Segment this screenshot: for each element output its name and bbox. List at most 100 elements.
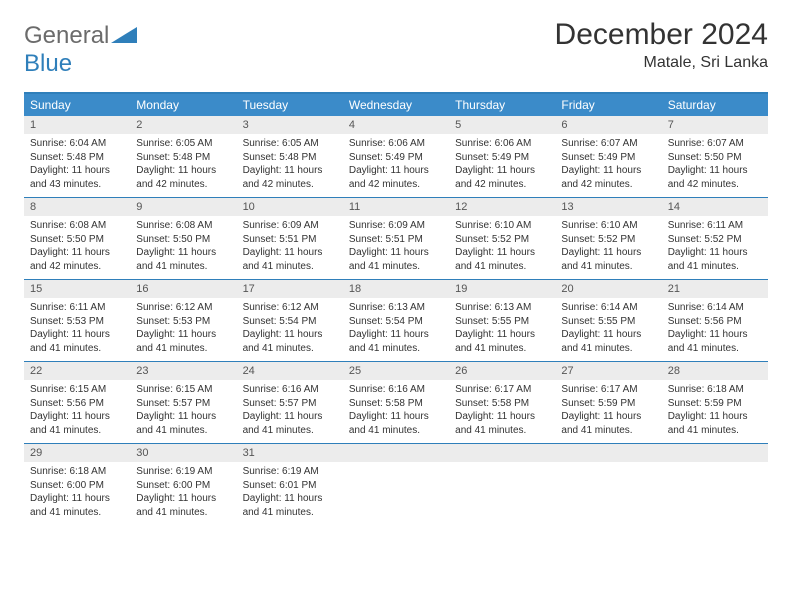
sunrise-line: Sunrise: 6:14 AM — [561, 301, 655, 315]
sunrise-line: Sunrise: 6:11 AM — [668, 219, 762, 233]
day-cell: 27Sunrise: 6:17 AMSunset: 5:59 PMDayligh… — [555, 362, 661, 443]
calendar: SundayMondayTuesdayWednesdayThursdayFrid… — [24, 92, 768, 525]
sunrise-line: Sunrise: 6:15 AM — [30, 383, 124, 397]
daylight-line: Daylight: 11 hours and 41 minutes. — [30, 492, 124, 519]
daylight-line: Daylight: 11 hours and 41 minutes. — [668, 328, 762, 355]
daylight-line: Daylight: 11 hours and 41 minutes. — [136, 492, 230, 519]
sunset-line: Sunset: 5:49 PM — [561, 151, 655, 165]
day-number: 3 — [237, 116, 343, 134]
daylight-line: Daylight: 11 hours and 41 minutes. — [349, 328, 443, 355]
day-number: 19 — [449, 280, 555, 298]
day-details: Sunrise: 6:17 AMSunset: 5:59 PMDaylight:… — [555, 380, 661, 437]
day-cell: 14Sunrise: 6:11 AMSunset: 5:52 PMDayligh… — [662, 198, 768, 279]
day-number — [555, 444, 661, 462]
daylight-line: Daylight: 11 hours and 41 minutes. — [243, 328, 337, 355]
sunrise-line: Sunrise: 6:17 AM — [455, 383, 549, 397]
week-row: 1Sunrise: 6:04 AMSunset: 5:48 PMDaylight… — [24, 116, 768, 198]
sunset-line: Sunset: 5:58 PM — [349, 397, 443, 411]
week-row: 8Sunrise: 6:08 AMSunset: 5:50 PMDaylight… — [24, 198, 768, 280]
logo-text-1: General — [24, 22, 109, 49]
week-row: 22Sunrise: 6:15 AMSunset: 5:56 PMDayligh… — [24, 362, 768, 444]
weekday-label: Tuesday — [237, 94, 343, 116]
month-title: December 2024 — [555, 18, 768, 52]
logo-triangle-icon — [111, 27, 137, 43]
day-cell: 5Sunrise: 6:06 AMSunset: 5:49 PMDaylight… — [449, 116, 555, 197]
day-cell: 30 Sunrise: 6:19 AMSunset: 6:00 PMDayligh… — [130, 444, 236, 525]
day-cell: 20Sunrise: 6:14 AMSunset: 5:55 PMDayligh… — [555, 280, 661, 361]
day-number: 20 — [555, 280, 661, 298]
daylight-line: Daylight: 11 hours and 41 minutes. — [243, 246, 337, 273]
day-number: 26 — [449, 362, 555, 380]
day-number: 23 — [130, 362, 236, 380]
sunset-line: Sunset: 5:50 PM — [668, 151, 762, 165]
daylight-line: Daylight: 11 hours and 41 minutes. — [349, 246, 443, 273]
logo-text-2: Blue — [24, 50, 72, 77]
day-number: 7 — [662, 116, 768, 134]
day-cell: 13Sunrise: 6:10 AMSunset: 5:52 PMDayligh… — [555, 198, 661, 279]
header: General Blue December 2024 Matale, Sri L… — [24, 18, 768, 78]
day-cell: 9Sunrise: 6:08 AMSunset: 5:50 PMDaylight… — [130, 198, 236, 279]
day-number: 4 — [343, 116, 449, 134]
sunrise-line: Sunrise: 6:14 AM — [668, 301, 762, 315]
day-cell: 28Sunrise: 6:18 AMSunset: 5:59 PMDayligh… — [662, 362, 768, 443]
title-block: December 2024 Matale, Sri Lanka — [555, 18, 768, 72]
day-cell: 10Sunrise: 6:09 AMSunset: 5:51 PMDayligh… — [237, 198, 343, 279]
day-cell: 25Sunrise: 6:16 AMSunset: 5:58 PMDayligh… — [343, 362, 449, 443]
day-details: Sunrise: 6:10 AMSunset: 5:52 PMDaylight:… — [555, 216, 661, 273]
sunset-line: Sunset: 5:53 PM — [30, 315, 124, 329]
sunset-line: Sunset: 5:52 PM — [668, 233, 762, 247]
day-details: Sunrise: 6:07 AMSunset: 5:50 PMDaylight:… — [662, 134, 768, 191]
sunrise-line: Sunrise: 6:11 AM — [30, 301, 124, 315]
day-number: 10 — [237, 198, 343, 216]
day-details: Sunrise: 6:05 AMSunset: 5:48 PMDaylight:… — [237, 134, 343, 191]
day-cell: 15Sunrise: 6:11 AMSunset: 5:53 PMDayligh… — [24, 280, 130, 361]
day-details: Sunrise: 6:10 AMSunset: 5:52 PMDaylight:… — [449, 216, 555, 273]
day-cell — [449, 444, 555, 525]
day-number: 21 — [662, 280, 768, 298]
sunset-line: Sunset: 5:56 PM — [30, 397, 124, 411]
sunset-line: Sunset: 5:59 PM — [668, 397, 762, 411]
day-details: Sunrise: 6:18 AMSunset: 6:00 PMDaylight:… — [24, 462, 130, 519]
sunset-line: Sunset: 5:52 PM — [561, 233, 655, 247]
day-cell: 17Sunrise: 6:12 AMSunset: 5:54 PMDayligh… — [237, 280, 343, 361]
day-number: 25 — [343, 362, 449, 380]
sunrise-line: Sunrise: 6:12 AM — [243, 301, 337, 315]
day-number: 1 — [24, 116, 130, 134]
day-cell: 22Sunrise: 6:15 AMSunset: 5:56 PMDayligh… — [24, 362, 130, 443]
sunrise-line: Sunrise: 6:17 AM — [561, 383, 655, 397]
day-cell: 21Sunrise: 6:14 AMSunset: 5:56 PMDayligh… — [662, 280, 768, 361]
sunrise-line: Sunrise: 6:06 AM — [349, 137, 443, 151]
day-number: 31 — [237, 444, 343, 462]
sunrise-line: Sunrise: 6:09 AM — [243, 219, 337, 233]
daylight-line: Daylight: 11 hours and 41 minutes. — [455, 246, 549, 273]
logo-text: General Blue — [24, 22, 137, 78]
sunrise-line: Sunrise: 6:19 AM — [136, 465, 230, 479]
sunrise-line: Sunrise: 6:18 AM — [30, 465, 124, 479]
daylight-line: Daylight: 11 hours and 41 minutes. — [136, 246, 230, 273]
daylight-line: Daylight: 11 hours and 42 minutes. — [668, 164, 762, 191]
sunset-line: Sunset: 5:58 PM — [455, 397, 549, 411]
sunset-line: Sunset: 5:54 PM — [349, 315, 443, 329]
day-number: 14 — [662, 198, 768, 216]
sunset-line: Sunset: 5:49 PM — [455, 151, 549, 165]
sunrise-line: Sunrise: 6:05 AM — [136, 137, 230, 151]
sunset-line: Sunset: 5:57 PM — [136, 397, 230, 411]
day-number: 11 — [343, 198, 449, 216]
day-details: Sunrise: 6:13 AMSunset: 5:55 PMDaylight:… — [449, 298, 555, 355]
day-cell: 23Sunrise: 6:15 AMSunset: 5:57 PMDayligh… — [130, 362, 236, 443]
day-cell: 26Sunrise: 6:17 AMSunset: 5:58 PMDayligh… — [449, 362, 555, 443]
daylight-line: Daylight: 11 hours and 43 minutes. — [30, 164, 124, 191]
day-cell: 24Sunrise: 6:16 AMSunset: 5:57 PMDayligh… — [237, 362, 343, 443]
daylight-line: Daylight: 11 hours and 41 minutes. — [243, 492, 337, 519]
sunset-line: Sunset: 6:00 PM — [136, 479, 230, 493]
sunrise-line: Sunrise: 6:13 AM — [455, 301, 549, 315]
day-details: Sunrise: 6:11 AMSunset: 5:53 PMDaylight:… — [24, 298, 130, 355]
weekday-label: Thursday — [449, 94, 555, 116]
sunset-line: Sunset: 5:56 PM — [668, 315, 762, 329]
day-number — [449, 444, 555, 462]
daylight-line: Daylight: 11 hours and 41 minutes. — [136, 410, 230, 437]
day-details: Sunrise: 6:16 AMSunset: 5:58 PMDaylight:… — [343, 380, 449, 437]
day-details: Sunrise: 6:14 AMSunset: 5:56 PMDaylight:… — [662, 298, 768, 355]
sunset-line: Sunset: 5:59 PM — [561, 397, 655, 411]
day-number: 30 — [130, 444, 236, 462]
